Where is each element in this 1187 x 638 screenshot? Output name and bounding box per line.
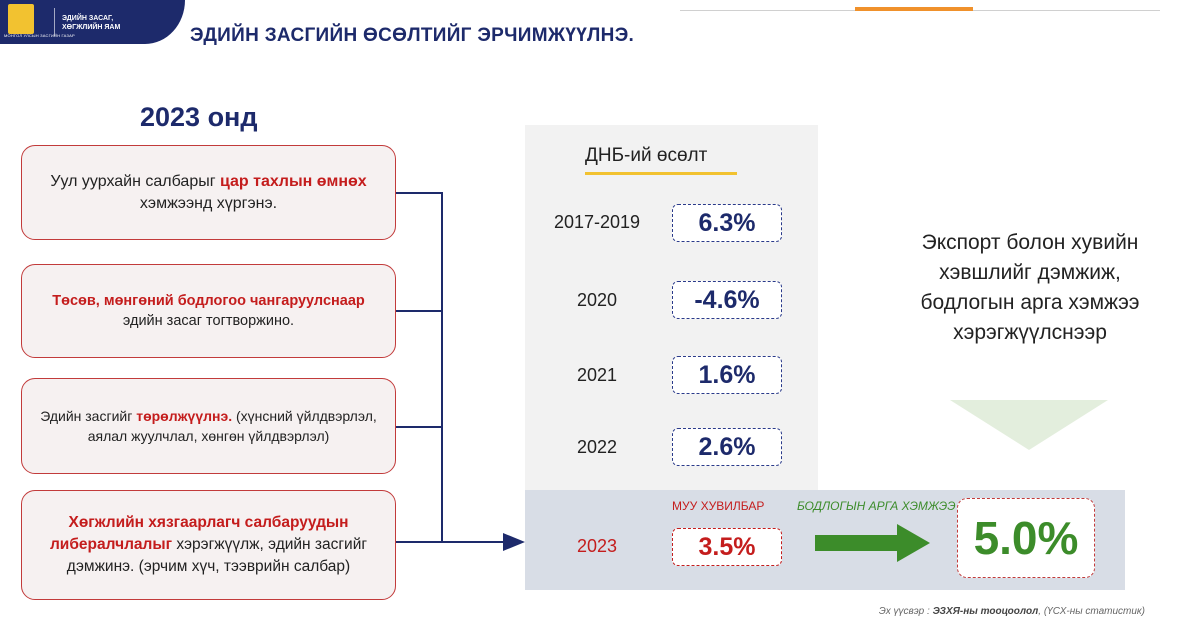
ministry-name-line2: ХӨГЖЛИЙН ЯАМ [62, 24, 121, 31]
connector-3 [396, 426, 443, 428]
gdp-value-2020: -4.6% [672, 281, 782, 319]
arrow-right-icon [503, 533, 525, 551]
header-band: МОНГОЛ УЛСЫН ЗАСГИЙН ГАЗАР ЭДИЙН ЗАСАГ, … [0, 0, 185, 44]
policy-measures-label: БОДЛОГЫН АРГА ХЭМЖЭЭ [797, 499, 956, 513]
down-triangle-icon [950, 400, 1108, 450]
bad-scenario-value: 3.5% [672, 528, 782, 566]
connector-vertical [441, 192, 443, 542]
gdp-year-2017-2019: 2017-2019 [553, 212, 641, 232]
bad-scenario-label: МУУ ХУВИЛБАР [672, 499, 765, 513]
gdp-value-2022: 2.6% [672, 428, 782, 466]
card-fiscal-policy: Төсөв, мөнгөний бодлогоо чангаруулснаар … [21, 264, 396, 358]
ministry-name: ЭДИЙН ЗАСАГ, ХӨГЖЛИЙН ЯАМ [62, 14, 120, 32]
green-arrow-icon [815, 524, 930, 562]
gdp-title: ДНБ-ий өсөлт [585, 145, 708, 166]
card-fiscal-policy-text: Төсөв, мөнгөний бодлогоо чангаруулснаар … [52, 293, 365, 329]
top-accent-bar [855, 7, 973, 11]
ministry-name-line1: ЭДИЙН ЗАСАГ, [62, 15, 114, 22]
gdp-year-2020: 2020 [576, 290, 618, 310]
export-support-text: Экспорт болон хувийн хэвшлийг дэмжиж, бо… [920, 231, 1140, 344]
header-divider [54, 8, 55, 36]
policy-scenario-value: 5.0% [957, 498, 1095, 578]
year-heading: 2023 онд [140, 102, 258, 132]
connector-2 [396, 310, 443, 312]
gdp-year-2021: 2021 [576, 365, 618, 385]
card-diversify: Эдийн засгийг төрөлжүүлнэ. (хүнсний үйлд… [21, 378, 396, 474]
soyombo-emblem-icon [8, 4, 34, 34]
card-diversify-text: Эдийн засгийг төрөлжүүлнэ. (хүнсний үйлд… [40, 408, 377, 444]
gdp-year-2022: 2022 [576, 437, 618, 457]
page-title: ЭДИЙН ЗАСГИЙН ӨСӨЛТИЙГ ЭРЧИМЖҮҮЛНЭ. [190, 25, 635, 46]
connector-main [396, 541, 506, 543]
gdp-value-2021: 1.6% [672, 356, 782, 394]
source-note: Эх үүсвэр : ЭЗХЯ-ны тооцоолол, (ҮСХ-ны с… [878, 606, 1145, 617]
gdp-value-2017-2019: 6.3% [672, 204, 782, 242]
emblem-caption: МОНГОЛ УЛСЫН ЗАСГИЙН ГАЗАР [4, 33, 75, 38]
card-liberalization: Хөгжлийн хязгаарлагч салбаруудын либерал… [21, 490, 396, 600]
gdp-title-underline [585, 172, 737, 175]
card-mining: Уул уурхайн салбарыг цар тахлын өмнөх хэ… [21, 145, 396, 240]
connector-1 [396, 192, 443, 194]
gdp-year-2023: 2023 [576, 536, 618, 556]
card-mining-text: Уул уурхайн салбарыг цар тахлын өмнөх хэ… [50, 172, 367, 212]
card-liberalization-text: Хөгжлийн хязгаарлагч салбаруудын либерал… [49, 514, 368, 575]
